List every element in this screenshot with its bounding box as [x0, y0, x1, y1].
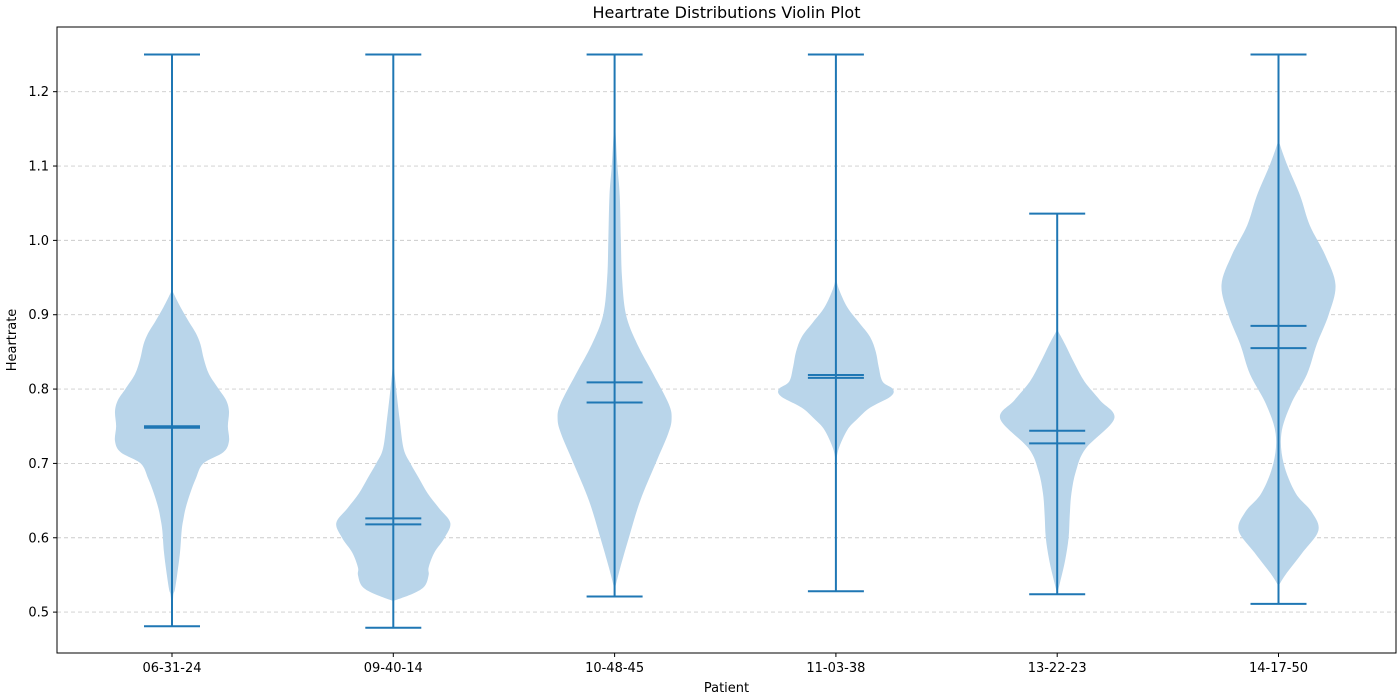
violin-14-17-50 [1221, 53, 1336, 605]
axis-ticks: 0.5 0.6 0.7 0.8 0.9 1.0 1.1 1.2 06-31-24 09-40-14… [28, 85, 1308, 676]
y-tick-label: 1.2 [28, 85, 49, 100]
y-tick-label: 0.8 [28, 383, 49, 398]
plot-frame [56, 26, 1397, 654]
grid-lines [57, 91, 1396, 613]
y-tick-label: 0.5 [28, 606, 49, 621]
violin-10-48-45 [557, 53, 672, 598]
x-axis-label: Patient [704, 681, 749, 696]
violin-11-03-38 [778, 53, 894, 593]
y-axis-label: Heartrate [5, 309, 20, 372]
x-tick-label: 14-17-50 [1249, 661, 1308, 676]
x-tick-label: 13-22-23 [1028, 661, 1087, 676]
violin-06-31-24 [114, 53, 230, 628]
x-tick-label: 09-40-14 [364, 661, 423, 676]
y-tick-label: 0.7 [28, 457, 49, 472]
y-tick-label: 0.9 [28, 308, 49, 323]
y-tick-label: 1.0 [28, 234, 49, 249]
violin-13-22-23 [999, 212, 1115, 596]
x-tick-label: 06-31-24 [142, 661, 201, 676]
x-tick-label: 11-03-38 [806, 661, 865, 676]
chart-title: Heartrate Distributions Violin Plot [593, 3, 861, 22]
violins [114, 53, 1336, 629]
y-tick-label: 1.1 [28, 160, 49, 175]
x-tick-label: 10-48-45 [585, 661, 644, 676]
violin-09-40-14 [336, 53, 451, 629]
y-tick-label: 0.6 [28, 531, 49, 546]
